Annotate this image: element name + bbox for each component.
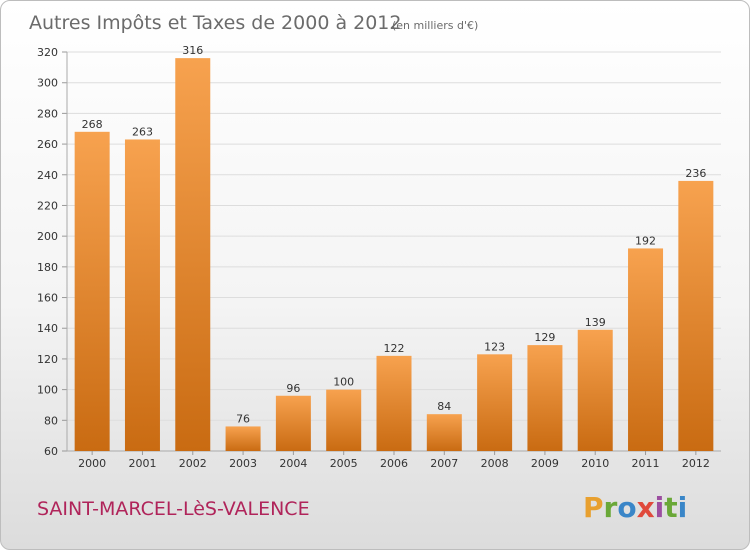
bar: [628, 248, 664, 451]
bars: [74, 58, 714, 452]
value-label: 129: [534, 331, 555, 344]
bar: [678, 180, 714, 451]
place-name: SAINT-MARCEL-LèS-VALENCE: [37, 498, 310, 520]
y-tick-label: 180: [37, 261, 58, 274]
value-labels: 268 263 316 76 96 100 122 84 123 129 139 192 236: [82, 44, 707, 425]
x-tick-label: 2011: [632, 457, 660, 470]
value-label: 122: [384, 342, 405, 355]
y-tick-label: 200: [37, 230, 58, 243]
logo-letter: o: [617, 491, 636, 524]
bar: [527, 345, 563, 451]
value-label: 123: [484, 340, 505, 353]
value-label: 236: [685, 167, 706, 180]
bar: [124, 139, 160, 451]
logo-letter: t: [664, 491, 677, 524]
value-label: 316: [182, 44, 203, 57]
bar: [426, 414, 462, 451]
bar: [74, 131, 110, 452]
proxiti-logo: Proxiti: [583, 491, 687, 524]
y-tick-label: 60: [44, 445, 58, 458]
y-tick-label: 220: [37, 199, 58, 212]
x-tick-label: 2002: [179, 457, 207, 470]
value-label: 139: [585, 316, 606, 329]
logo-letter: i: [678, 491, 688, 524]
y-tick-label: 260: [37, 138, 58, 151]
value-label: 76: [236, 412, 250, 425]
chart-subtitle: (en milliers d'€): [392, 19, 478, 32]
bar: [175, 58, 211, 452]
x-tick-label: 2009: [531, 457, 559, 470]
logo-letter: i: [655, 491, 665, 524]
bar: [376, 355, 412, 451]
y-tick-label: 280: [37, 107, 58, 120]
y-tick-labels: 60 80 100 120 140 160 180 200 220 240 260 280 300 320: [37, 46, 58, 458]
x-tick-label: 2007: [430, 457, 458, 470]
x-tick-label: 2005: [330, 457, 358, 470]
x-tick-label: 2008: [481, 457, 509, 470]
value-label: 100: [333, 376, 354, 389]
logo-letter: r: [604, 491, 618, 524]
y-tick-label: 120: [37, 353, 58, 366]
x-tick-label: 2000: [78, 457, 106, 470]
x-tick-label: 2001: [128, 457, 156, 470]
value-label: 96: [286, 382, 300, 395]
value-label: 263: [132, 125, 153, 138]
bar: [225, 426, 261, 451]
value-label: 84: [437, 400, 451, 413]
bar: [275, 395, 311, 451]
y-tick-label: 160: [37, 292, 58, 305]
chart-title: Autres Impôts et Taxes de 2000 à 2012: [29, 12, 402, 34]
bar: [326, 389, 362, 451]
y-tick-label: 300: [37, 77, 58, 90]
y-tick-label: 100: [37, 384, 58, 397]
y-tick-label: 320: [37, 46, 58, 59]
x-tick-label: 2006: [380, 457, 408, 470]
x-tick-label: 2010: [581, 457, 609, 470]
x-tick-label: 2012: [682, 457, 710, 470]
value-label: 268: [82, 118, 103, 131]
bar: [577, 329, 613, 451]
logo-letter: x: [637, 491, 655, 524]
value-label: 192: [635, 234, 656, 247]
logo-letter: P: [583, 491, 604, 524]
x-tick-labels: 2000 2001 2002 2003 2004 2005 2006 2007 2008 2009…: [78, 451, 710, 470]
bar: [477, 354, 513, 451]
y-tick-label: 240: [37, 169, 58, 182]
x-tick-label: 2003: [229, 457, 257, 470]
x-tick-label: 2004: [279, 457, 307, 470]
y-tick-label: 140: [37, 322, 58, 335]
y-tick-label: 80: [44, 414, 58, 427]
